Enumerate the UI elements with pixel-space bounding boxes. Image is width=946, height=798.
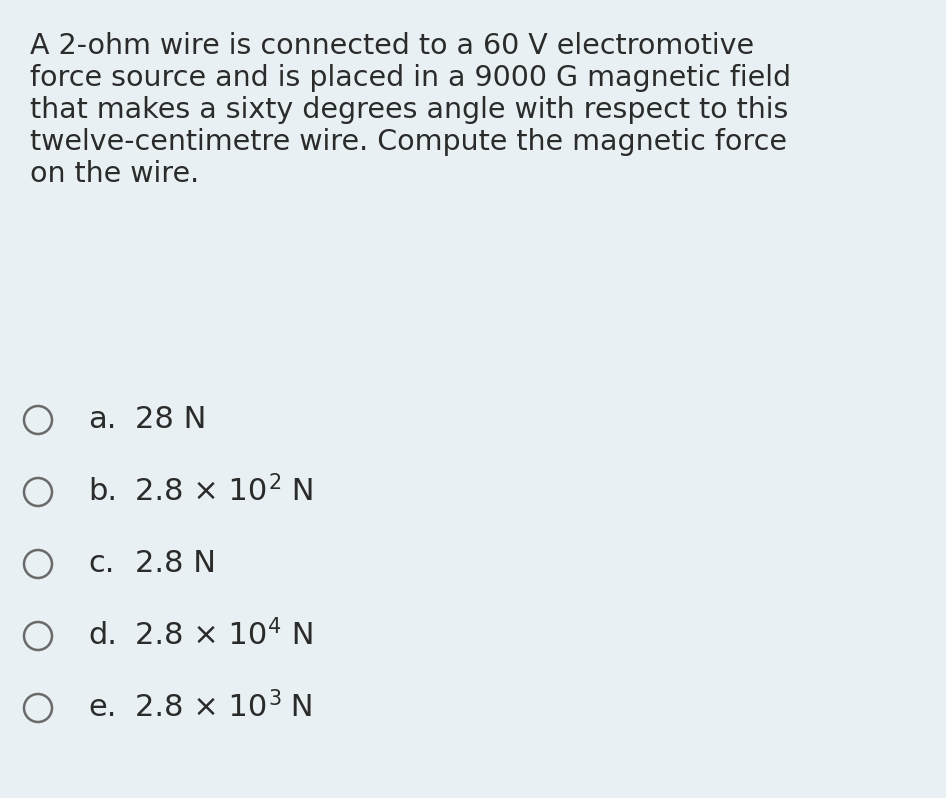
- Text: d.: d.: [88, 622, 117, 650]
- Text: 2: 2: [269, 473, 282, 493]
- Text: c.: c.: [88, 550, 114, 579]
- Text: twelve-centimetre wire. Compute the magnetic force: twelve-centimetre wire. Compute the magn…: [30, 128, 787, 156]
- Text: 2.8 × 10: 2.8 × 10: [135, 477, 268, 507]
- Text: 2.8 × 10: 2.8 × 10: [135, 693, 268, 722]
- Text: 2.8 × 10: 2.8 × 10: [135, 622, 268, 650]
- Text: e.: e.: [88, 693, 116, 722]
- Text: 28 N: 28 N: [135, 405, 206, 434]
- Text: A 2-ohm wire is connected to a 60 V electromotive: A 2-ohm wire is connected to a 60 V elec…: [30, 32, 754, 60]
- Text: 4: 4: [269, 617, 282, 637]
- Text: 3: 3: [269, 689, 281, 709]
- Text: N: N: [282, 477, 314, 507]
- Text: that makes a sixty degrees angle with respect to this: that makes a sixty degrees angle with re…: [30, 96, 788, 124]
- Text: N: N: [281, 693, 314, 722]
- Text: b.: b.: [88, 477, 117, 507]
- Text: force source and is placed in a 9000 G magnetic field: force source and is placed in a 9000 G m…: [30, 64, 791, 92]
- Text: on the wire.: on the wire.: [30, 160, 200, 188]
- Text: N: N: [282, 622, 314, 650]
- Text: a.: a.: [88, 405, 116, 434]
- Text: 2.8 N: 2.8 N: [135, 550, 216, 579]
